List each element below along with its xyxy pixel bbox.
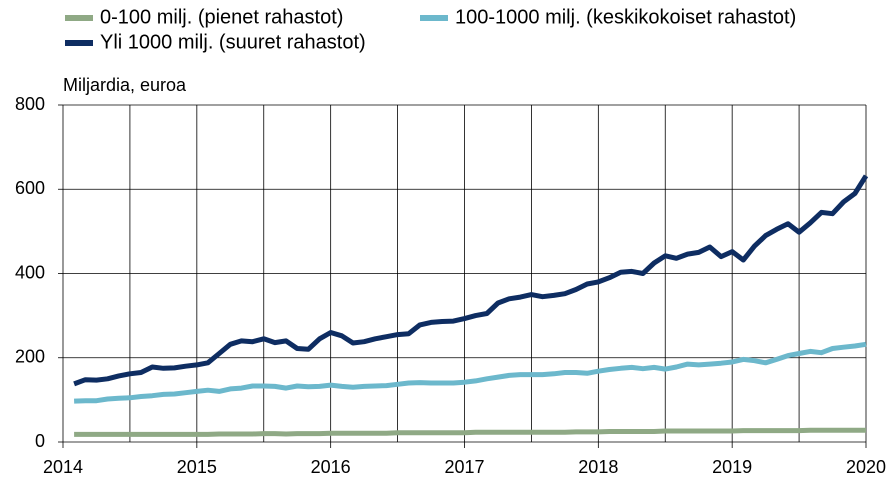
- x-tick-label: 2019: [712, 457, 752, 477]
- legend-label: Yli 1000 milj. (suuret rahastot): [100, 31, 366, 53]
- series-line: [74, 341, 867, 404]
- x-tick-label: 2014: [43, 457, 83, 477]
- x-tick-label: 2016: [311, 457, 351, 477]
- x-tick-label: 2020: [846, 457, 886, 477]
- y-tick-label: 800: [15, 94, 45, 114]
- x-tick-label: 2018: [578, 457, 618, 477]
- y-tick-label: 600: [15, 178, 45, 198]
- series-line: [74, 427, 866, 437]
- y-tick-label: 400: [15, 262, 45, 282]
- y-tick-label: 0: [35, 431, 45, 451]
- x-tick-label: 2017: [444, 457, 484, 477]
- y-tick-label: 200: [15, 347, 45, 367]
- legend-label: 0-100 milj. (pienet rahastot): [100, 6, 343, 28]
- y-axis-label: Miljardia, euroa: [63, 75, 187, 95]
- series-line: [73, 174, 869, 387]
- legend-label: 100-1000 milj. (keskikokoiset rahastot): [455, 6, 796, 28]
- x-tick-label: 2015: [177, 457, 217, 477]
